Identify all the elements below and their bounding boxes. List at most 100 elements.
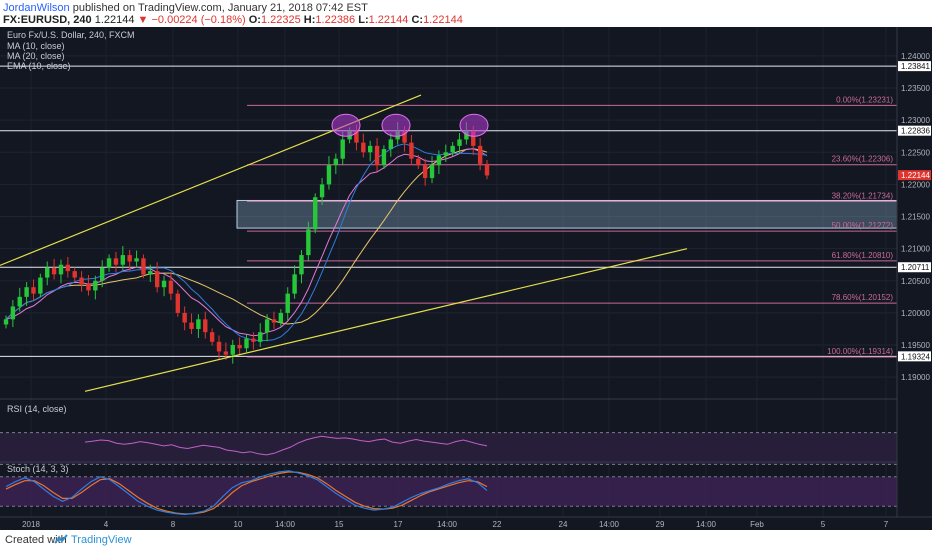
stoch-d-line (5, 471, 488, 515)
level-price-tag (898, 351, 931, 362)
fib-label: 23.60%(1.22306) (832, 155, 894, 164)
time-tick: Feb (750, 520, 764, 529)
horizontal-levels (0, 65, 897, 357)
candle-body (237, 345, 242, 349)
legend: Euro Fx/U.S. Dollar, 240, FXCM MA (10, c… (7, 30, 135, 71)
open-label: O: (248, 14, 261, 26)
candle-body (278, 312, 284, 323)
rsi-label: RSI (14, close) (7, 404, 67, 414)
time-tick: 14:00 (599, 520, 620, 529)
candle-body (127, 255, 132, 262)
candle-body (244, 338, 249, 349)
candles (3, 122, 490, 364)
candle-body (24, 287, 29, 297)
stoch-label: Stoch (14, 3, 3) (7, 464, 69, 474)
candle-body (306, 229, 311, 256)
level-price-tag (898, 61, 931, 72)
legend-ma20[interactable]: MA (20, close) (7, 51, 65, 61)
created-with-text: Created with (5, 534, 67, 546)
symbol-label: FX:EURUSD, 240 (3, 14, 92, 26)
close-value: 1.22144 (423, 14, 463, 26)
candle-body (264, 319, 270, 333)
candle-body (38, 277, 43, 294)
price-axis[interactable]: 1.24000 1.23500 1.23000 1.22500 1.22000 1.215… (896, 27, 932, 530)
price-tick: 1.22000 (901, 180, 930, 189)
candle-body (271, 319, 277, 323)
time-tick: 2018 (22, 520, 40, 529)
candle-body (51, 267, 57, 275)
candle-body (182, 312, 187, 323)
fib-label: 50.00%(1.21272) (832, 221, 894, 230)
time-tick: 7 (884, 520, 889, 529)
candle-body (416, 158, 421, 166)
candle-body (436, 155, 442, 166)
fib-label: 61.80%(1.20810) (832, 251, 894, 260)
candle-body (230, 345, 235, 355)
candle-body (168, 280, 174, 294)
brand-link[interactable]: TradingView (71, 534, 132, 546)
low-label: L: (358, 14, 369, 26)
time-tick: 14:00 (275, 520, 296, 529)
last-price: 1.22144 (94, 14, 135, 26)
high-label: H: (303, 14, 316, 26)
candle-body (422, 165, 428, 178)
time-tick: 29 (656, 520, 665, 529)
price-tick: 1.19000 (901, 373, 930, 382)
low-value: 1.22144 (368, 14, 409, 26)
time-tick: 24 (559, 520, 568, 529)
candle-body (31, 287, 36, 294)
candle-body (10, 306, 16, 320)
candle-body (45, 267, 50, 278)
candle-body (367, 145, 373, 153)
candle-body (120, 255, 126, 265)
candle-body (354, 131, 359, 143)
price-pane[interactable] (0, 27, 897, 399)
chart-header: JordanWilson published on TradingView.co… (0, 0, 932, 27)
legend-ma10[interactable]: MA (10, close) (7, 41, 65, 51)
price-tick: 1.23500 (901, 84, 930, 93)
time-axis-bg (0, 517, 932, 530)
candle-body (65, 264, 71, 272)
level-price-tag (898, 262, 931, 273)
candle-body (3, 319, 9, 325)
fib-label: 100.00%(1.19314) (827, 347, 893, 356)
rsi-band (0, 432, 897, 465)
time-tick: 14:00 (696, 520, 717, 529)
price-change: ▼ −0.00224 (−0.18%) (137, 14, 246, 26)
lower-trendline (84, 248, 688, 392)
candle-body (471, 131, 476, 146)
stoch-k-line (5, 470, 488, 516)
time-axis[interactable]: 2018 4 8 10 14:00 15 17 14:00 22 24 14:00 29 14:00 Fe… (0, 516, 932, 530)
candle-body (161, 280, 167, 288)
candle-body (72, 271, 77, 278)
time-tick: 4 (104, 520, 109, 529)
candle-body (409, 142, 414, 159)
price-tick: 1.22500 (901, 148, 930, 157)
time-tick: 5 (821, 520, 826, 529)
candle-body (148, 271, 153, 275)
author-link[interactable]: JordanWilson (3, 2, 70, 14)
legend-ema10[interactable]: EMA (10, close) (7, 61, 71, 71)
top-highlight-ellipse (331, 113, 361, 137)
candle-body (381, 149, 387, 166)
candle-body (209, 332, 215, 342)
price-tag-label: 1.20711 (901, 263, 930, 272)
fib-label: 0.00%(1.23231) (836, 95, 893, 104)
candle-body (443, 152, 448, 156)
candle-body (79, 277, 84, 284)
candle-body (93, 280, 98, 291)
candle-body (313, 197, 318, 230)
candle-body (196, 319, 201, 329)
stoch-band (0, 476, 897, 507)
price-tick: 1.20500 (901, 277, 930, 286)
ema10-line (5, 148, 488, 337)
candle-body (251, 338, 256, 342)
high-value: 1.22386 (315, 14, 356, 26)
candle-body (319, 184, 325, 198)
candle-body (223, 351, 229, 355)
rsi-pane[interactable]: RSI (14, close) 80.000061.026140.000020.… (0, 398, 931, 469)
fib-label: 38.20%(1.21734) (832, 191, 894, 200)
candle-body (429, 165, 435, 178)
chart-canvas[interactable]: 0.00%(1.23231) 23.60%(1.22306) 38.20%(1.21… (0, 27, 932, 530)
candle-body (86, 283, 91, 291)
